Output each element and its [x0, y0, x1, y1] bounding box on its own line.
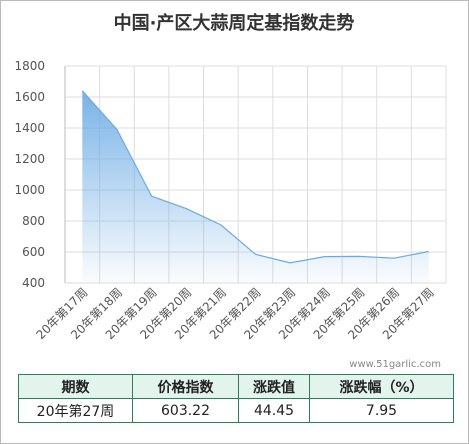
line: [81, 90, 429, 264]
y-tick-label: 1400: [14, 121, 45, 135]
table-header: 期数 价格指数 涨跌值 涨跌幅（%）: [18, 374, 454, 399]
y-tick-label: 1200: [14, 152, 45, 166]
cell: 44.45: [238, 398, 310, 423]
table-row: 20年第27周 603.22 44.45 7.95: [18, 398, 454, 423]
chart-title: 中国·产区大蒜周定基指数走势: [114, 12, 355, 34]
cell: 7.95: [309, 398, 454, 423]
header-cell: 期数: [18, 374, 133, 399]
watermark: www.51garlic.com: [349, 359, 441, 370]
y-tick-label: 400: [22, 276, 45, 290]
header-cell: 价格指数: [132, 374, 239, 399]
area: [82, 90, 429, 283]
y-tick-label: 800: [22, 214, 45, 228]
y-tick-label: 1000: [14, 183, 45, 197]
cell: 20年第27周: [18, 398, 133, 423]
header-cell: 涨跌值: [238, 374, 310, 399]
y-tick-label: 600: [22, 245, 45, 259]
chart: 中国·产区大蒜周定基指数走势 www.51garlic.com 400 600 80…: [14, 12, 447, 370]
y-tick-label: 1600: [14, 90, 45, 104]
summary-table: 期数 价格指数 涨跌值 涨跌幅（%） 20年第27周 603.22 44.45 …: [18, 374, 454, 423]
header-cell: 涨跌幅（%）: [309, 374, 454, 399]
cell: 603.22: [132, 398, 239, 423]
y-tick-label: 1800: [14, 59, 45, 73]
